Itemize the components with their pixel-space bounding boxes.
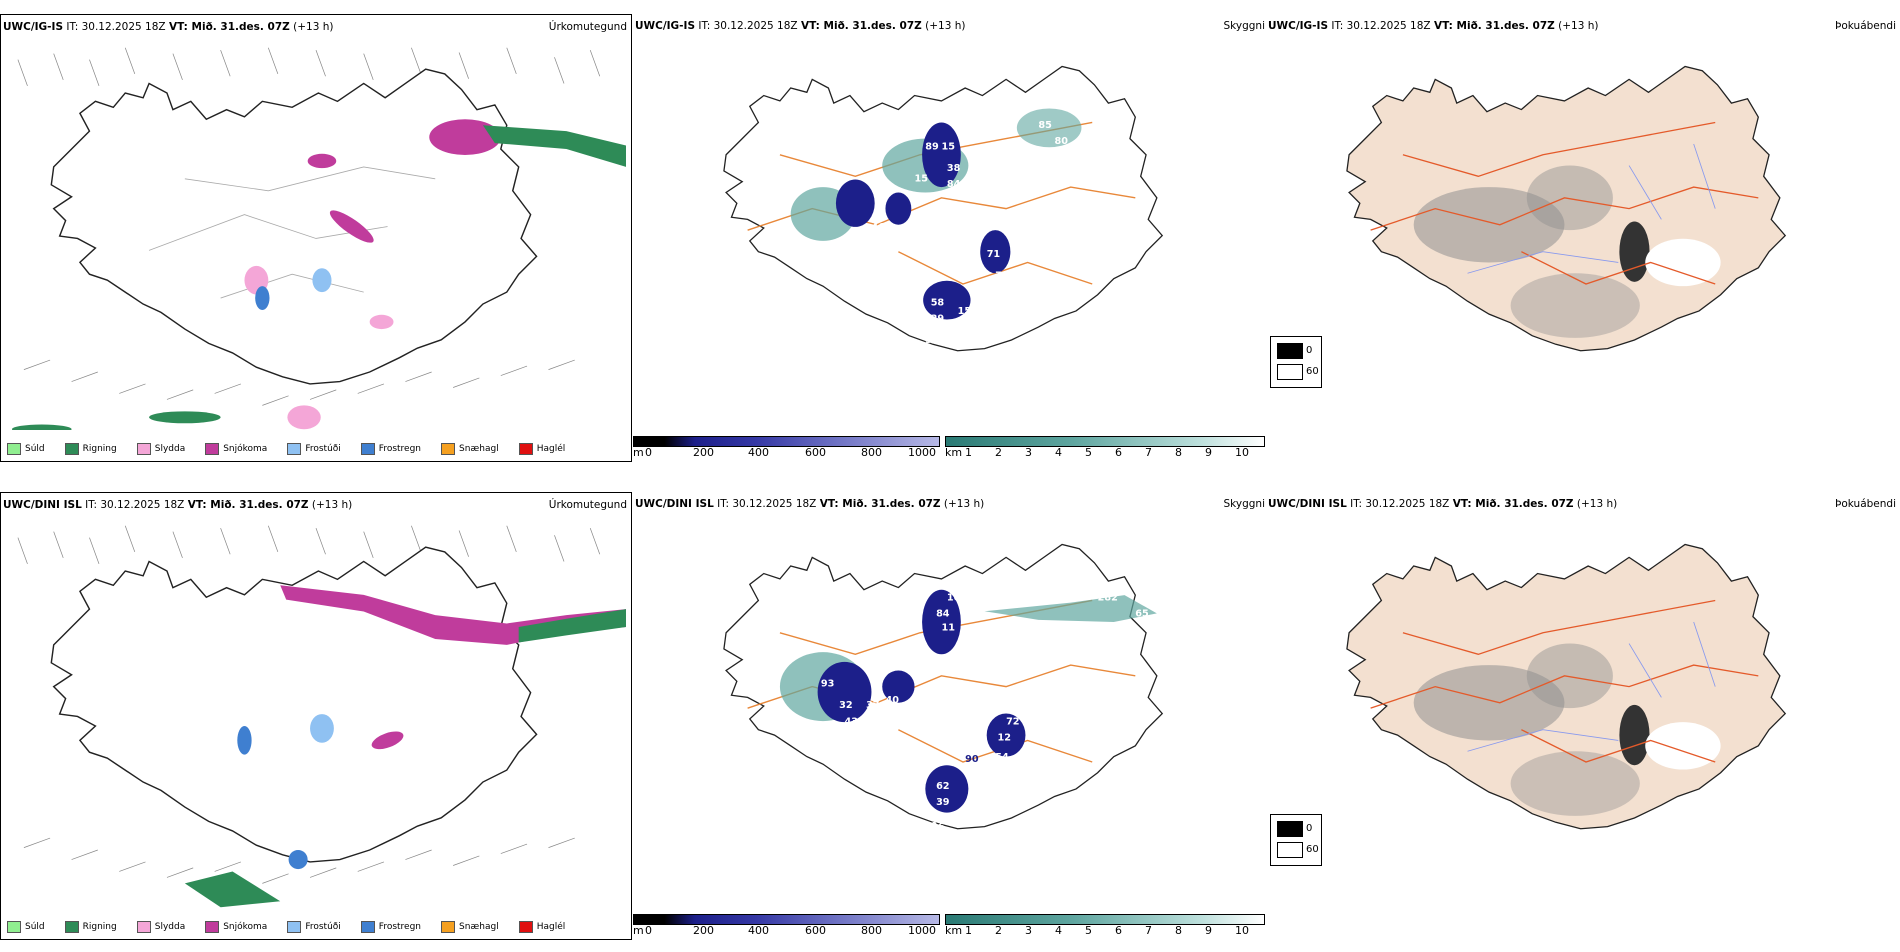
vis-value-8: 10 xyxy=(866,174,880,185)
swatch-suld xyxy=(7,443,21,455)
vis-value-14: 46 xyxy=(850,238,864,249)
vis-value-15: 60 xyxy=(855,249,869,260)
vis2-value-13: 41 xyxy=(936,695,950,706)
swatch-frostregn xyxy=(360,443,375,455)
precip-type-panel-2: UWC/DINI ISL IT: 30.12.2025 18Z VT: Mið.… xyxy=(0,492,632,940)
vis-value-5: 38 xyxy=(947,163,961,174)
vis-value-11: 46 xyxy=(871,222,885,233)
precip-type-panel: UWC/IG-IS IT: 30.12.2025 18Z VT: Mið. 31… xyxy=(0,14,632,462)
vis2-value-6: 79 xyxy=(920,652,934,663)
vis-value-18: 89 xyxy=(834,276,848,287)
visibility-panel-2: UWC/DINI ISL IT: 30.12.2025 18Z VT: Mið.… xyxy=(633,492,1265,952)
vis-header: UWC/IG-IS IT: 30.12.2025 18Z VT: Mið. 31… xyxy=(635,20,966,32)
vis2-value-3: 11 xyxy=(941,623,955,634)
vis2-value-15: 12 xyxy=(997,732,1010,743)
fog-legend-2: 0 60 xyxy=(1270,814,1322,866)
vis-value-16: 71 xyxy=(987,249,1001,260)
height-colorbar-2: m 0 200 400 600 800 1000 xyxy=(633,914,940,937)
precip-map-2 xyxy=(17,525,626,908)
vis-header-2: UWC/DINI ISL IT: 30.12.2025 18Z VT: Mið.… xyxy=(635,498,985,510)
swatch-slydda xyxy=(136,443,151,455)
vis-value-17: 75 xyxy=(995,271,1009,282)
fog-map-2 xyxy=(1346,543,1786,830)
vis-value-21: 32 xyxy=(925,335,938,346)
precip-header-2: UWC/DINI ISL IT: 30.12.2025 18Z VT: Mið.… xyxy=(3,499,353,511)
km-colorbar-2: km 1 2 3 4 5 6 7 8 9 10 xyxy=(945,914,1265,937)
swatch-frostudi xyxy=(287,443,302,455)
swatch-haglel xyxy=(518,443,533,455)
visibility-map: 85 80 89 15 38 84 15 10 12 37 46 48 52 4… xyxy=(723,65,1163,352)
vis2-value-23: 30 xyxy=(950,819,964,830)
vis2-value-20: 62 xyxy=(936,781,949,792)
fog-title-2: Þokuábendi xyxy=(1835,498,1896,510)
precip-legend-2: Súld Rigning Slydda Snjókoma Frostúði Fr… xyxy=(7,921,579,933)
vis2-value-1: 102 xyxy=(947,592,967,603)
precip-legend: Súld Rigning Slydda Snjókoma Frostúði Fr… xyxy=(7,443,579,455)
vis2-value-10: 32 xyxy=(839,700,852,711)
precip-title-2: Úrkomutegund xyxy=(548,499,627,511)
vis2-value-18: 60 xyxy=(855,732,869,743)
vis-value-1: 85 xyxy=(1038,120,1052,131)
vis2-value-5: 65 xyxy=(1135,609,1149,620)
vis2-value-8: 101 xyxy=(947,657,967,668)
vis-value-7: 15 xyxy=(915,174,929,185)
vis2-value-16: 43 xyxy=(845,716,858,727)
height-colorbar: m 0 200 400 600 800 1000 xyxy=(633,436,940,459)
vis2-value-2: 84 xyxy=(936,609,950,620)
swatch-snaehagl xyxy=(441,443,456,455)
swatch-snjokoma xyxy=(205,443,220,455)
rain-area xyxy=(482,125,626,167)
vis-value-4: 15 xyxy=(941,141,955,152)
visibility-panel: UWC/IG-IS IT: 30.12.2025 18Z VT: Mið. 31… xyxy=(633,14,1265,474)
row-dini-isl: UWC/DINI ISL IT: 30.12.2025 18Z VT: Mið.… xyxy=(0,482,1900,952)
vis-value-6: 84 xyxy=(947,179,961,190)
vis2-value-22: 32 xyxy=(931,819,944,830)
vis-value-3: 89 xyxy=(925,141,939,152)
vis-value-10: 37 xyxy=(850,228,863,239)
vis-title: Skyggni xyxy=(1223,20,1266,32)
vis2-value-14: 72 xyxy=(1006,716,1019,727)
fog-title: Þokuábendi xyxy=(1835,20,1896,32)
vis-value-19: 58 xyxy=(931,298,945,309)
fog-header: UWC/IG-IS IT: 30.12.2025 18Z VT: Mið. 31… xyxy=(1268,20,1599,32)
vis2-value-12: 40 xyxy=(885,695,899,706)
fog-header-2: UWC/DINI ISL IT: 30.12.2025 18Z VT: Mið.… xyxy=(1268,498,1618,510)
vis-value-2: 80 xyxy=(1055,136,1069,147)
vis2-value-17: 54 xyxy=(995,752,1009,763)
precip-title: Úrkomutegund xyxy=(548,21,627,33)
km-colorbar: km 1 2 3 4 5 6 7 8 9 10 xyxy=(945,436,1265,459)
visibility-map-2: 102 84 11 282 65 79 10 101 93 32 37 40 4… xyxy=(723,543,1163,830)
row-ig-is: UWC/IG-IS IT: 30.12.2025 18Z VT: Mið. 31… xyxy=(0,0,1900,470)
fog-legend: 0 60 xyxy=(1270,336,1322,388)
swatch-rigning xyxy=(64,443,79,455)
vis-value-23: 15 xyxy=(958,306,972,317)
vis2-value-4: 282 xyxy=(1098,592,1118,603)
snow-area xyxy=(429,119,501,155)
vis-value-12: 48 xyxy=(925,222,939,233)
vis2-value-11: 37 xyxy=(866,700,879,711)
precip-header: UWC/IG-IS IT: 30.12.2025 18Z VT: Mið. 31… xyxy=(3,21,334,33)
vis2-value-7: 10 xyxy=(866,652,880,663)
vis-value-20: 39 xyxy=(931,314,945,325)
fog-map xyxy=(1346,65,1786,352)
vis2-value-24: 90 xyxy=(965,754,979,765)
vis-title-2: Skyggni xyxy=(1223,498,1266,510)
precip-map xyxy=(11,47,626,430)
vis-value-13: 52 xyxy=(828,244,841,255)
vis2-value-9: 93 xyxy=(821,679,834,690)
fog-panel-2: UWC/DINI ISL IT: 30.12.2025 18Z VT: Mið.… xyxy=(1266,492,1900,952)
vis-value-22: 29 xyxy=(947,335,961,346)
vis2-value-21: 39 xyxy=(936,797,950,808)
vis2-value-19: 59 xyxy=(834,738,848,749)
vis-value-9: 12 xyxy=(1006,211,1019,222)
iceland-outline xyxy=(50,68,538,385)
fog-panel: UWC/IG-IS IT: 30.12.2025 18Z VT: Mið. 31… xyxy=(1266,14,1900,474)
